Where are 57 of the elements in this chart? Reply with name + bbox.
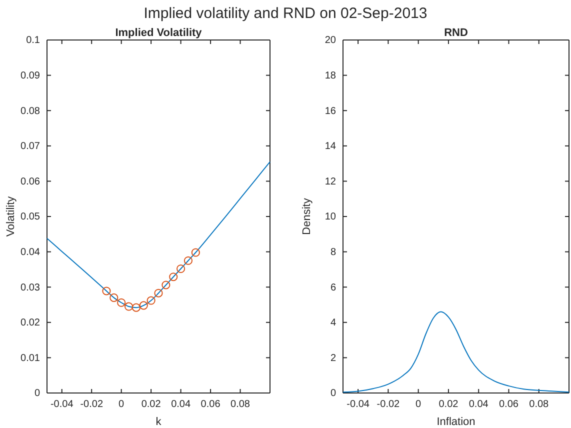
x-tick-label: 0 [416,399,422,410]
y-tick-label: 0.03 [20,282,40,294]
point [162,280,170,290]
point [117,298,126,307]
chart-title: RND [444,27,468,39]
point [124,302,134,311]
y-tick-label: 0.08 [20,106,40,117]
x-tick-label: 0.06 [200,399,221,410]
x-tick-label: 0.04 [468,399,489,410]
x-tick-label: 0.02 [141,399,162,410]
point [102,286,111,296]
x-tick-label: -0.04 [346,399,370,410]
y-tick-label: 4 [330,318,336,329]
y-tick-label: 14 [324,141,336,152]
x-tick-label: -0.02 [80,399,104,410]
point [139,301,148,310]
y-tick-label: 8 [330,247,336,258]
y-tick-label: 0.09 [20,70,40,82]
x-tick-label: 0 [118,399,125,410]
y-axis-title: Density [301,198,313,235]
x-tick-label: 0.02 [438,399,459,410]
point [169,272,178,282]
x-tick-label: 0.08 [230,399,250,410]
y-tick-label: 0.1 [26,35,40,46]
y-tick-label: 0 [330,388,336,400]
y-tick-label: 6 [330,282,336,294]
point [191,248,200,257]
point [110,293,118,302]
point [184,256,193,265]
y-tick-label: 18 [324,70,336,82]
x-tick-label: -0.04 [50,399,74,410]
chart-title: Implied Volatility [115,27,203,39]
point [146,296,156,305]
y-tick-label: 0.06 [20,176,40,188]
y-tick-label: 0.01 [20,352,40,364]
point [176,264,186,274]
y-tick-label: 16 [324,106,336,117]
x-tick-label: 0.08 [529,399,550,410]
y-axis-title: Volatility [5,196,17,237]
x-tick-label: 0.06 [499,399,519,410]
y-tick-label: 10 [324,212,336,223]
point [154,288,163,298]
y-tick-label: 2 [330,352,336,364]
y-tick-label: 20 [324,35,336,46]
x-axis-title: Inflation [436,416,476,428]
y-tick-label: 12 [324,176,336,188]
y-tick-label: 0.05 [20,212,40,223]
point [132,303,140,312]
y-tick-label: 0.02 [20,318,40,329]
x-tick-label: -0.02 [376,399,400,410]
x-tick-label: 0.04 [171,399,191,410]
y-tick-label: 0 [34,388,40,400]
line-series [46,161,270,308]
y-tick-label: 0.04 [20,247,40,258]
y-tick-label: 0.07 [20,141,40,152]
text: Implied volatility and RND on 02-Sep-2013 [144,5,428,22]
x-axis-title: k [156,416,162,428]
